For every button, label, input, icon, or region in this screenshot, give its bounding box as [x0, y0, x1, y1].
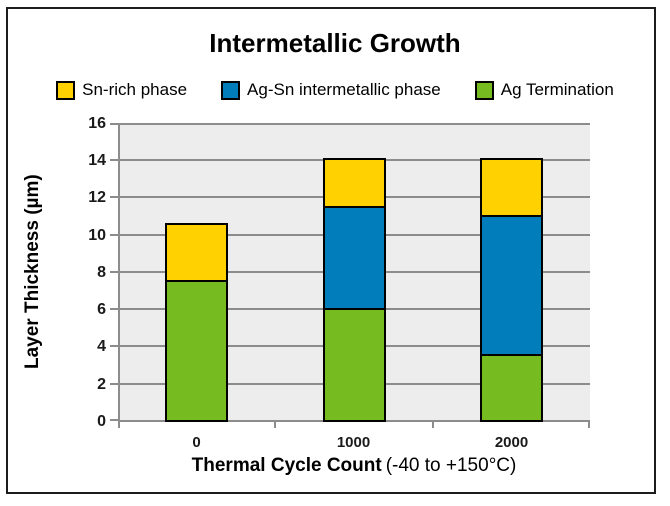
y-tick-label-6: 6	[97, 301, 106, 318]
y-tick-label-8: 8	[97, 264, 106, 281]
y-axis-line	[118, 123, 120, 421]
y-axis-tick-8	[110, 271, 118, 273]
x-axis-title-note: (-40 to +150°C)	[385, 455, 517, 476]
bar-segment-1000-ag-termination	[325, 310, 384, 421]
bar-segment-0-ag-termination	[167, 282, 226, 420]
y-axis-tick-14	[110, 159, 118, 161]
bar-segment-1000-ag-sn-intermetallic-phase	[325, 207, 384, 311]
legend-label-ag-termination: Ag Termination	[500, 80, 614, 99]
x-tick-label-0: 0	[192, 434, 201, 451]
legend-swatch-ag-termination-icon	[474, 80, 494, 100]
x-axis-title: Thermal Cycle Count (-40 to +150°C)	[118, 455, 590, 477]
y-tick-label-0: 0	[97, 413, 106, 430]
y-axis-tick-4	[110, 345, 118, 347]
x-axis-tick-3	[588, 422, 590, 428]
y-tick-label-16: 16	[88, 115, 106, 132]
y-tick-label-10: 10	[88, 227, 106, 244]
y-axis-tick-6	[110, 308, 118, 310]
y-axis-tick-12	[110, 196, 118, 198]
x-tick-label-1000: 1000	[336, 434, 371, 451]
legend-swatch-ag-sn-intermetallic-icon	[221, 80, 241, 100]
bar-segment-0-sn-rich-phase	[167, 225, 226, 283]
y-tick-label-4: 4	[97, 338, 106, 355]
legend-item-sn-rich-phase: Sn-rich phase	[56, 80, 187, 100]
legend-label-sn-rich-phase: Sn-rich phase	[82, 80, 188, 99]
legend: Sn-rich phase Ag-Sn intermetallic phase …	[8, 80, 662, 100]
x-tick-label-2000: 2000	[494, 434, 529, 451]
y-axis-tick-16	[110, 123, 118, 125]
bar-2000	[480, 158, 543, 422]
x-axis-title-main: Thermal Cycle Count	[191, 455, 382, 476]
legend-item-ag-sn-intermetallic: Ag-Sn intermetallic phase	[221, 80, 441, 100]
bar-segment-2000-ag-sn-intermetallic-phase	[482, 216, 541, 356]
y-tick-label-2: 2	[97, 376, 106, 393]
x-axis-tick-1	[274, 422, 276, 428]
x-axis-tick-2	[432, 422, 434, 428]
bar-segment-1000-sn-rich-phase	[325, 160, 384, 208]
bar-1000	[323, 158, 386, 422]
legend-label-ag-sn-intermetallic: Ag-Sn intermetallic phase	[247, 80, 441, 99]
y-axis-tick-2	[110, 383, 118, 385]
bar-0	[165, 223, 228, 422]
y-axis-title: Layer Thickness (µm)	[22, 174, 43, 370]
y-axis-tick-10	[110, 234, 118, 236]
bar-segment-2000-ag-termination	[482, 356, 541, 420]
plot-area: 0 2 4 6 8 10 12 14 16 0 1000 2000	[88, 115, 590, 451]
x-axis-tick-0	[118, 422, 120, 428]
legend-item-ag-termination: Ag Termination	[474, 80, 614, 100]
y-tick-label-14: 14	[88, 152, 106, 169]
bar-segment-2000-sn-rich-phase	[482, 160, 541, 217]
y-tick-label-12: 12	[88, 189, 106, 206]
gridline-y-16	[118, 123, 590, 125]
legend-swatch-sn-rich-phase-icon	[56, 80, 76, 100]
y-axis-tick-0	[110, 419, 118, 421]
chart-title: Intermetallic Growth	[209, 28, 461, 58]
